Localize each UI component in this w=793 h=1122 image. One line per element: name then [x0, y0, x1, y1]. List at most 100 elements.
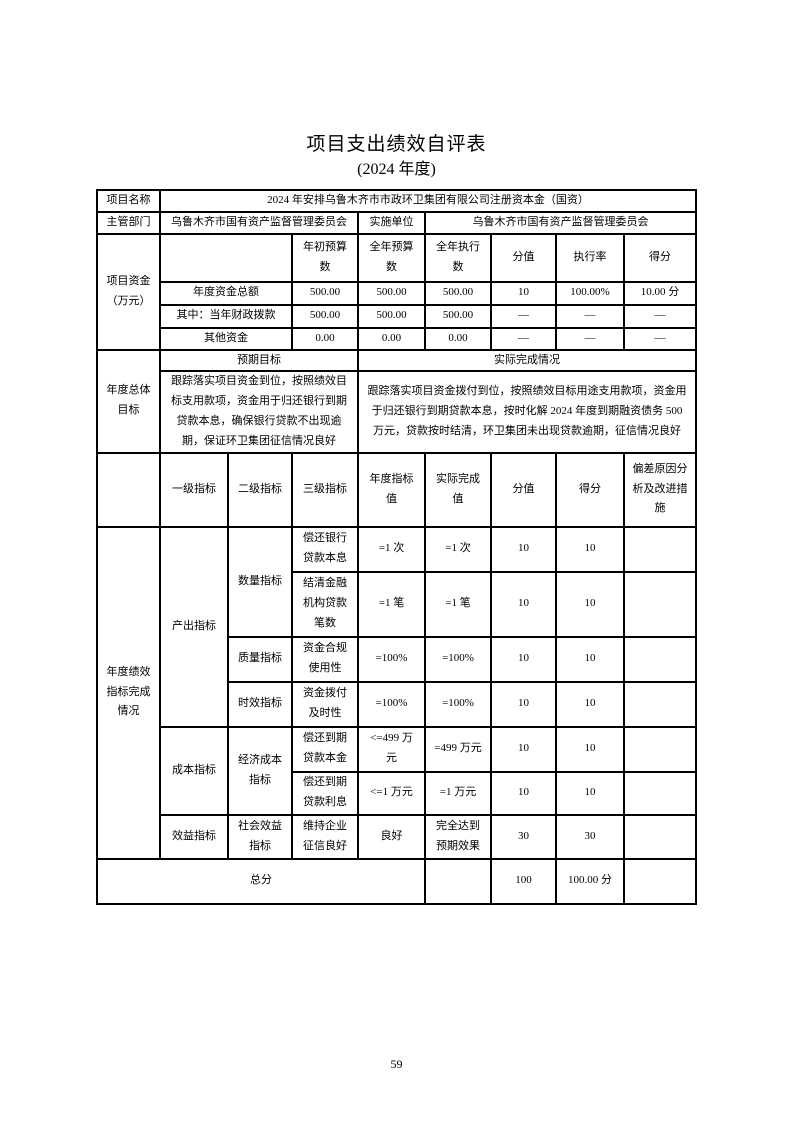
indicator-actual-cell: =1 笔	[424, 570, 492, 638]
fund-row-label: 年度资金总额	[159, 280, 293, 306]
impl-unit-label: 实施单位	[357, 210, 426, 235]
indicator-col-header-l1: 一级指标	[159, 451, 229, 528]
fund-cell: —	[490, 326, 557, 351]
fund-cell: 500.00	[291, 280, 359, 306]
indicator-row: 时效指标 资金拨付及时性 =100% =100% 10 10	[97, 680, 697, 728]
indicator-score-cell: 10	[490, 525, 557, 573]
impl-unit-value: 乌鲁木齐市国有资产监督管理委员会	[424, 210, 697, 235]
indicator-actual-cell: 完全达到预期效果	[424, 813, 492, 860]
indicator-points-cell: 10	[555, 770, 625, 816]
expected-goal-header: 预期目标	[159, 348, 359, 373]
fund-row-other: 其他资金 0.00 0.00 0.00 — — —	[97, 326, 697, 351]
indicator-l2-cell: 数量指标	[227, 525, 293, 638]
fund-cell: —	[555, 303, 625, 329]
indicator-col-header-l2: 二级指标	[227, 451, 293, 528]
indicator-l2-cell: 经济成本指标	[227, 725, 293, 816]
indicator-col-header-score: 分值	[490, 451, 557, 528]
indicator-target-cell: =100%	[357, 680, 426, 728]
indicator-target-cell: 良好	[357, 813, 426, 860]
indicator-l3-cell: 偿还银行贷款本息	[291, 525, 359, 573]
empty-cell	[159, 232, 293, 283]
indicator-l2-cell: 质量指标	[227, 635, 293, 683]
indicator-row: 质量指标 资金合规使用性 =100% =100% 10 10	[97, 635, 697, 683]
indicator-target-cell: =100%	[357, 635, 426, 683]
indicator-l3-cell: 资金拨付及时性	[291, 680, 359, 728]
deviation-cell	[623, 570, 697, 638]
fund-col-header-score: 分值	[490, 232, 557, 283]
fund-cell: 500.00	[357, 303, 426, 329]
project-name-row: 项目名称 2024 年安排乌鲁木齐市市政环卫集团有限公司注册资本金（国资）	[96, 189, 697, 213]
total-points-value: 100.00 分	[555, 857, 625, 905]
indicator-target-cell: <=1 万元	[357, 770, 426, 816]
goal-header-row: 年度总体目标 预期目标 实际完成情况	[96, 348, 697, 454]
indicator-col-header-actual: 实际完成值	[424, 451, 492, 528]
indicator-l3-cell: 偿还到期贷款本金	[291, 725, 359, 773]
fund-row-fiscal: 其中：当年财政拨款 500.00 500.00 500.00 — — —	[97, 303, 697, 329]
indicator-points-cell: 30	[555, 813, 625, 860]
indicator-actual-cell: =499 万元	[424, 725, 492, 773]
project-funds-label: 项目资金（万元）	[96, 232, 161, 351]
fund-row-label: 其中：当年财政拨款	[159, 303, 293, 329]
indicator-l2-cell: 时效指标	[227, 680, 293, 728]
deviation-cell	[623, 635, 697, 683]
goal-content-row: 跟踪落实项目资金到位，按照绩效目标支用款项，资金用于归还银行到期贷款本息，确保银…	[97, 370, 697, 454]
actual-completion-header: 实际完成情况	[357, 348, 697, 373]
indicator-row: 偿还到期贷款利息 <=1 万元 =1 万元 10 10	[97, 770, 697, 816]
fund-cell: —	[623, 326, 697, 351]
indicator-l3-cell: 维持企业征信良好	[291, 813, 359, 860]
fund-cell: —	[555, 326, 625, 351]
deviation-cell	[623, 725, 697, 773]
deviation-cell	[623, 857, 697, 905]
indicator-l1-cell: 成本指标	[159, 725, 229, 816]
indicator-points-cell: 10	[555, 525, 625, 573]
project-name-label: 项目名称	[96, 189, 161, 213]
page-subtitle: (2024 年度)	[357, 161, 436, 178]
indicator-col-header-deviation: 偏差原因分析及改进措施	[623, 451, 697, 528]
indicator-score-cell: 10	[490, 635, 557, 683]
fund-cell: 10.00 分	[623, 280, 697, 306]
indicator-target-cell: =1 笔	[357, 570, 426, 638]
dept-label: 主管部门	[96, 210, 161, 235]
empty-cell	[424, 857, 492, 905]
deviation-cell	[623, 770, 697, 816]
indicator-row: 效益指标 社会效益指标 维持企业征信良好 良好 完全达到预期效果 30 30	[97, 813, 697, 860]
indicator-score-cell: 10	[490, 770, 557, 816]
dept-value: 乌鲁木齐市国有资产监督管理委员会	[159, 210, 359, 235]
fund-cell: 0.00	[291, 326, 359, 351]
fund-col-header-execution-rate: 执行率	[555, 232, 625, 283]
total-label: 总分	[96, 857, 426, 905]
indicator-row: 年度绩效指标完成情况 产出指标 数量指标 偿还银行贷款本息 =1 次 =1 次 …	[96, 525, 697, 860]
empty-cell	[96, 451, 161, 528]
indicator-points-cell: 10	[555, 680, 625, 728]
indicator-score-cell: 10	[490, 725, 557, 773]
indicator-l3-cell: 资金合规使用性	[291, 635, 359, 683]
indicator-col-header-target: 年度指标值	[357, 451, 426, 528]
indicator-score-cell: 30	[490, 813, 557, 860]
indicator-actual-cell: =1 万元	[424, 770, 492, 816]
indicator-l1-cell: 产出指标	[159, 525, 229, 728]
indicator-actual-cell: =100%	[424, 680, 492, 728]
fund-cell: 0.00	[357, 326, 426, 351]
indicator-l2-cell: 社会效益指标	[227, 813, 293, 860]
deviation-cell	[623, 813, 697, 860]
project-name-value: 2024 年安排乌鲁木齐市市政环卫集团有限公司注册资本金（国资）	[159, 189, 697, 213]
fund-header-row: 项目资金（万元） 年初预算数 全年预算数 全年执行数 分值 执行率 得分	[96, 232, 697, 351]
indicator-target-cell: =1 次	[357, 525, 426, 573]
page-number: 59	[390, 1056, 403, 1071]
indicator-points-cell: 10	[555, 725, 625, 773]
total-score-value: 100	[490, 857, 557, 905]
indicator-l1-cell: 效益指标	[159, 813, 229, 860]
indicator-l3-cell: 结清金融机构贷款笔数	[291, 570, 359, 638]
fund-cell: 500.00	[357, 280, 426, 306]
fund-cell: —	[623, 303, 697, 329]
fund-cell: 10	[490, 280, 557, 306]
indicator-points-cell: 10	[555, 570, 625, 638]
deviation-cell	[623, 680, 697, 728]
indicator-score-cell: 10	[490, 570, 557, 638]
page-title: 项目支出绩效自评表	[306, 134, 487, 155]
indicator-score-cell: 10	[490, 680, 557, 728]
fund-col-header-initial-budget: 年初预算数	[291, 232, 359, 283]
fund-col-header-annual-budget: 全年预算数	[357, 232, 426, 283]
deviation-cell	[623, 525, 697, 573]
